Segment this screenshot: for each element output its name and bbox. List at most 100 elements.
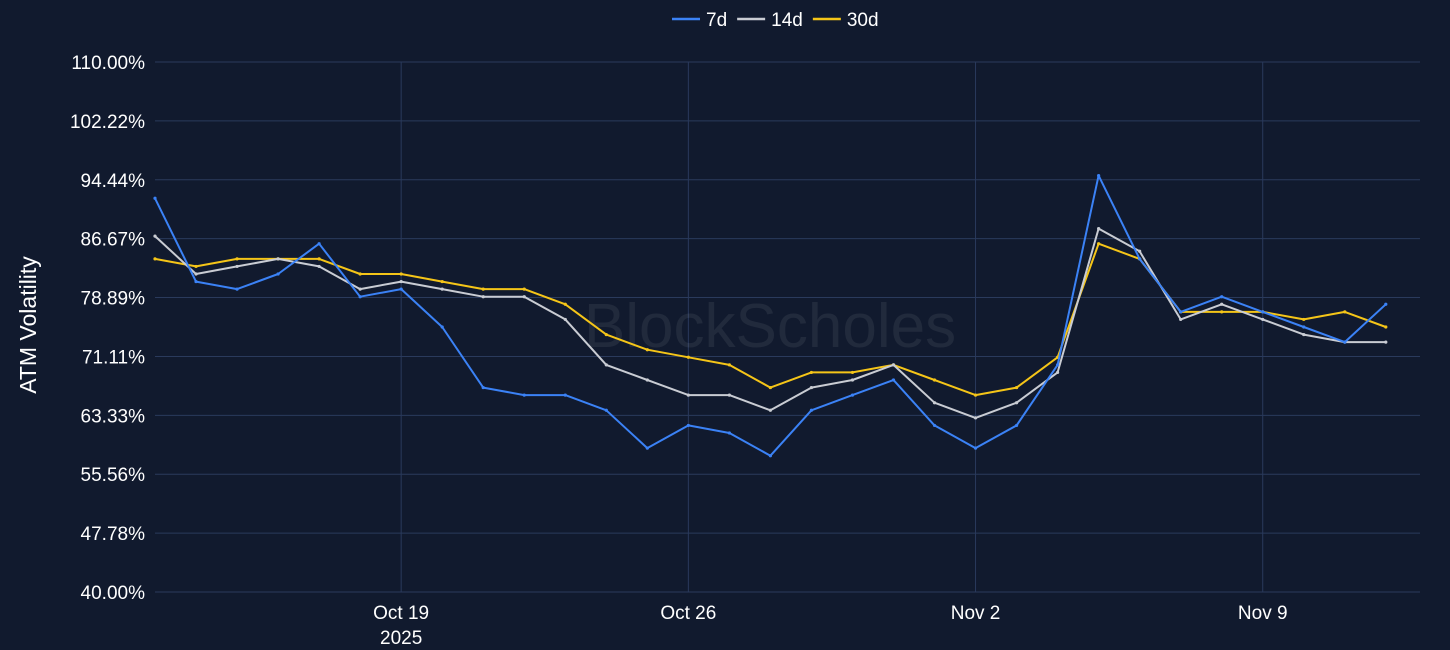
- data-point-7d: [1302, 325, 1306, 329]
- legend-item-30d[interactable]: 30d: [812, 10, 879, 31]
- data-point-7d: [1220, 295, 1224, 299]
- data-point-14d: [358, 287, 362, 291]
- data-point-30d: [399, 272, 403, 276]
- data-point-14d: [604, 363, 608, 367]
- data-point-7d: [604, 408, 608, 412]
- watermark: BlockScholes: [584, 292, 956, 361]
- data-point-7d: [399, 287, 403, 291]
- data-point-7d: [235, 287, 239, 291]
- data-point-7d: [1055, 363, 1060, 367]
- y-tick-label: 102.22%: [70, 112, 145, 133]
- series-7d: [153, 173, 1388, 458]
- data-point-14d: [727, 393, 731, 397]
- y-tick-label: 110.00%: [71, 53, 145, 74]
- data-point-30d: [809, 370, 814, 375]
- x-tick-label: Oct 26: [660, 603, 716, 624]
- data-point-14d: [932, 401, 937, 405]
- data-point-7d: [1179, 310, 1183, 314]
- y-tick-label: 40.00%: [81, 583, 146, 604]
- y-tick-label: 55.56%: [81, 465, 146, 486]
- data-point-7d: [973, 446, 978, 450]
- data-point-30d: [1220, 310, 1224, 314]
- data-point-14d: [522, 295, 526, 299]
- data-point-30d: [440, 279, 444, 284]
- data-point-30d: [1097, 242, 1101, 246]
- data-point-7d: [1261, 310, 1265, 314]
- y-tick-label: 86.67%: [81, 230, 146, 251]
- x-tick-sublabel: 2025: [380, 628, 422, 649]
- data-point-14d: [850, 378, 855, 382]
- y-axis-label: ATM Volatility: [15, 256, 41, 394]
- data-point-30d: [563, 302, 567, 306]
- legend-label: 7d: [706, 10, 727, 31]
- data-point-14d: [235, 264, 239, 269]
- legend-label: 30d: [847, 10, 879, 31]
- data-point-14d: [1138, 249, 1142, 253]
- x-axis-ticks: Oct 19 2025 Oct 26 Nov 2 Nov 9: [373, 603, 1287, 649]
- legend[interactable]: 7d 14d 30d: [672, 10, 879, 31]
- x-tick-label: Oct 19: [373, 603, 429, 624]
- data-point-30d: [317, 257, 321, 261]
- y-tick-label: 71.11%: [82, 347, 145, 368]
- data-point-30d: [358, 272, 362, 276]
- data-point-7d: [1097, 173, 1101, 178]
- data-point-7d: [645, 446, 649, 450]
- data-point-14d: [768, 408, 773, 412]
- data-point-30d: [522, 287, 526, 291]
- data-point-7d: [481, 385, 485, 390]
- data-point-30d: [481, 287, 485, 291]
- data-point-14d: [1220, 302, 1224, 306]
- data-point-14d: [1179, 317, 1183, 322]
- data-point-7d: [850, 393, 855, 397]
- data-point-14d: [973, 416, 978, 420]
- data-point-7d: [891, 378, 896, 382]
- data-point-7d: [932, 423, 937, 428]
- data-point-7d: [1014, 423, 1019, 428]
- data-point-30d: [850, 370, 855, 375]
- data-point-7d: [194, 279, 198, 284]
- data-point-30d: [768, 385, 773, 390]
- data-point-30d: [686, 355, 690, 359]
- data-point-30d: [932, 378, 937, 382]
- data-point-30d: [194, 264, 198, 269]
- data-point-30d: [604, 332, 608, 337]
- data-point-30d: [235, 257, 239, 261]
- data-point-7d: [440, 325, 444, 329]
- data-point-14d: [1097, 226, 1101, 231]
- data-point-7d: [727, 431, 731, 435]
- data-point-7d: [358, 295, 362, 299]
- data-point-7d: [768, 454, 773, 458]
- data-point-14d: [440, 287, 444, 291]
- data-point-30d: [727, 363, 731, 367]
- data-point-14d: [1384, 340, 1388, 344]
- data-point-7d: [686, 423, 690, 428]
- data-point-7d: [809, 408, 814, 412]
- data-point-14d: [1055, 370, 1060, 375]
- data-point-14d: [153, 234, 157, 238]
- data-point-14d: [1014, 401, 1019, 405]
- data-point-30d: [153, 257, 157, 261]
- data-point-30d: [1014, 385, 1019, 390]
- data-point-7d: [317, 242, 321, 246]
- data-point-14d: [317, 264, 321, 269]
- data-point-14d: [399, 279, 403, 284]
- data-point-14d: [686, 393, 690, 397]
- data-point-14d: [809, 385, 814, 390]
- grid: [155, 61, 1420, 593]
- data-point-7d: [563, 393, 567, 397]
- data-point-14d: [891, 363, 896, 367]
- y-axis-ticks: 110.00% 102.22% 94.44% 86.67% 78.89% 71.11% 63…: [70, 53, 145, 604]
- data-point-30d: [1384, 325, 1388, 329]
- data-point-30d: [645, 348, 649, 352]
- data-point-7d: [153, 196, 157, 200]
- legend-item-7d[interactable]: 7d: [672, 10, 727, 31]
- data-point-14d: [563, 317, 567, 322]
- y-tick-label: 94.44%: [81, 171, 146, 192]
- legend-item-14d[interactable]: 14d: [737, 10, 803, 31]
- data-point-14d: [194, 272, 198, 276]
- data-point-7d: [1138, 257, 1142, 261]
- x-tick-label: Nov 2: [951, 603, 1001, 624]
- data-point-14d: [276, 257, 280, 261]
- data-point-7d: [276, 272, 280, 276]
